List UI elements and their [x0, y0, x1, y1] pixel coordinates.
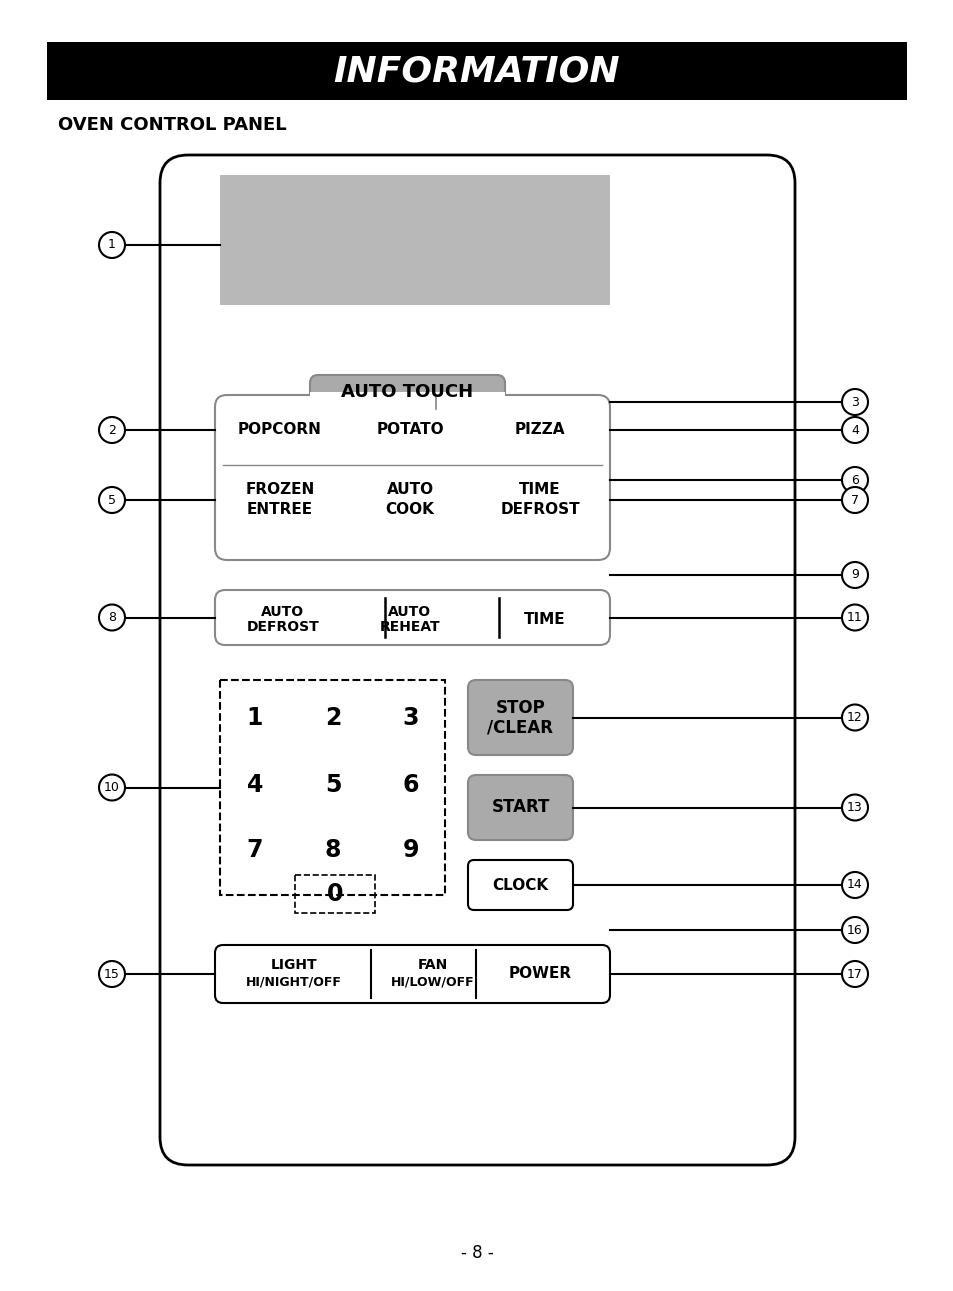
- Text: TIME: TIME: [523, 612, 565, 627]
- Bar: [47, 43, 906, 99]
- Circle shape: [99, 775, 125, 800]
- Text: 4: 4: [247, 773, 263, 797]
- Text: 5: 5: [108, 493, 116, 506]
- Circle shape: [841, 389, 867, 414]
- Text: 3: 3: [850, 395, 858, 408]
- Circle shape: [841, 794, 867, 821]
- Text: 6: 6: [850, 474, 858, 487]
- Circle shape: [99, 232, 125, 258]
- Text: 8: 8: [108, 611, 116, 624]
- Circle shape: [841, 604, 867, 630]
- Text: /CLEAR: /CLEAR: [487, 718, 553, 736]
- Text: 2: 2: [324, 706, 341, 729]
- Text: 9: 9: [850, 568, 858, 581]
- Text: 15: 15: [104, 967, 120, 980]
- Circle shape: [841, 961, 867, 988]
- Circle shape: [99, 487, 125, 513]
- FancyBboxPatch shape: [468, 860, 573, 910]
- Text: PIZZA: PIZZA: [515, 422, 565, 438]
- Text: 17: 17: [846, 967, 862, 980]
- Bar: [294, 875, 375, 913]
- Text: 13: 13: [846, 800, 862, 815]
- Text: START: START: [491, 799, 549, 816]
- Bar: [310, 392, 504, 400]
- Text: ENTREE: ENTREE: [247, 502, 313, 518]
- Text: 11: 11: [846, 611, 862, 624]
- FancyBboxPatch shape: [310, 374, 504, 409]
- Text: POPCORN: POPCORN: [238, 422, 321, 438]
- Text: - 8 -: - 8 -: [460, 1245, 493, 1263]
- FancyBboxPatch shape: [160, 155, 794, 1164]
- Circle shape: [99, 961, 125, 988]
- Text: 10: 10: [104, 781, 120, 794]
- Circle shape: [841, 467, 867, 493]
- Text: AUTO TOUCH: AUTO TOUCH: [341, 383, 473, 402]
- Text: AUTO: AUTO: [261, 605, 304, 618]
- Text: 8: 8: [324, 838, 341, 862]
- Circle shape: [841, 705, 867, 731]
- FancyBboxPatch shape: [214, 395, 609, 560]
- Circle shape: [841, 871, 867, 899]
- Text: OVEN CONTROL PANEL: OVEN CONTROL PANEL: [58, 116, 286, 134]
- Text: 14: 14: [846, 878, 862, 892]
- Text: 3: 3: [402, 706, 418, 729]
- FancyBboxPatch shape: [214, 945, 609, 1003]
- Text: 9: 9: [402, 838, 418, 862]
- Text: INFORMATION: INFORMATION: [334, 54, 619, 88]
- Text: HI/LOW/OFF: HI/LOW/OFF: [391, 976, 475, 989]
- Text: 4: 4: [850, 423, 858, 436]
- Text: 7: 7: [247, 838, 263, 862]
- Text: CLOCK: CLOCK: [492, 878, 548, 892]
- Text: 1: 1: [247, 706, 263, 729]
- Text: LIGHT: LIGHT: [271, 958, 317, 972]
- Bar: [220, 176, 609, 305]
- Circle shape: [841, 562, 867, 587]
- Text: 5: 5: [324, 773, 341, 797]
- Text: 1: 1: [108, 239, 116, 252]
- Text: REHEAT: REHEAT: [379, 620, 440, 634]
- Text: DEFROST: DEFROST: [499, 502, 579, 518]
- Text: STOP: STOP: [496, 698, 545, 717]
- Text: POTATO: POTATO: [375, 422, 443, 438]
- Bar: [220, 680, 444, 895]
- Text: AUTO: AUTO: [388, 605, 431, 618]
- Circle shape: [99, 604, 125, 630]
- FancyBboxPatch shape: [214, 590, 609, 646]
- Text: POWER: POWER: [508, 967, 571, 981]
- Circle shape: [99, 417, 125, 443]
- Text: 0: 0: [327, 882, 343, 906]
- Text: HI/NIGHT/OFF: HI/NIGHT/OFF: [246, 976, 341, 989]
- Text: TIME: TIME: [518, 483, 560, 497]
- Text: FROZEN: FROZEN: [245, 483, 314, 497]
- Circle shape: [841, 917, 867, 942]
- Text: COOK: COOK: [385, 502, 434, 518]
- Text: FAN: FAN: [417, 958, 448, 972]
- Circle shape: [841, 487, 867, 513]
- FancyBboxPatch shape: [468, 775, 573, 840]
- Text: 6: 6: [402, 773, 418, 797]
- Circle shape: [841, 417, 867, 443]
- Text: 12: 12: [846, 711, 862, 724]
- Text: DEFROST: DEFROST: [247, 620, 319, 634]
- FancyBboxPatch shape: [468, 680, 573, 755]
- Text: AUTO: AUTO: [386, 483, 433, 497]
- Text: 7: 7: [850, 493, 858, 506]
- Text: 16: 16: [846, 923, 862, 936]
- Text: 2: 2: [108, 423, 116, 436]
